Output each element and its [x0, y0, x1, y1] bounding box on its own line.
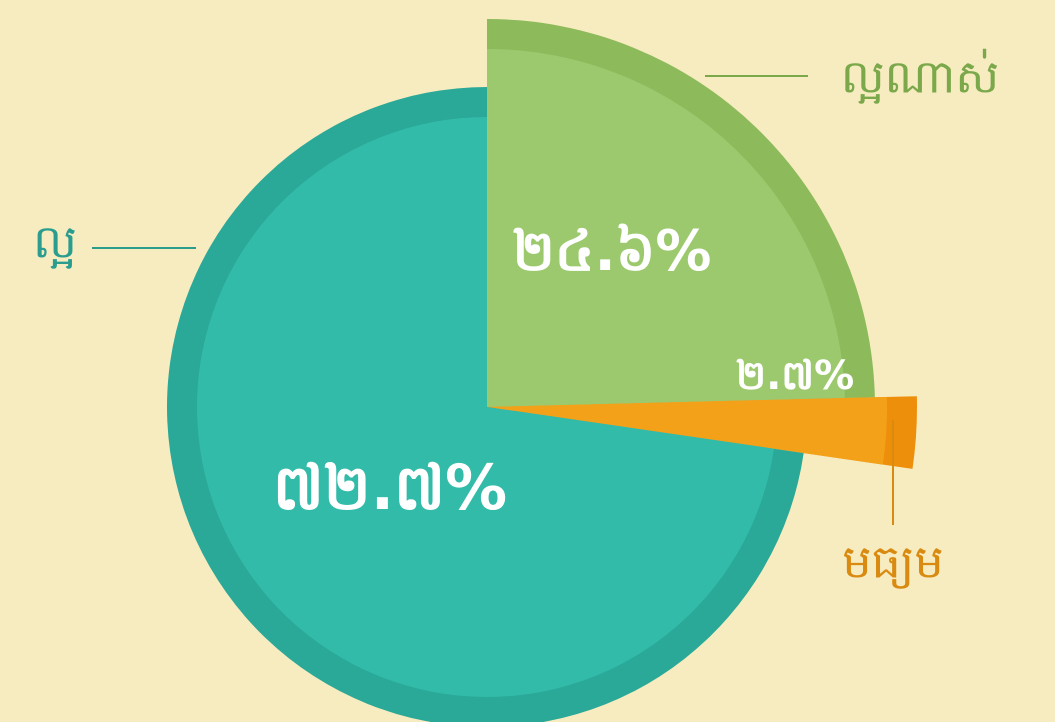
slice-label: មធ្យម	[842, 535, 943, 590]
slice-label: ល្អណាស់	[841, 49, 999, 105]
pie-slice-inner	[487, 49, 845, 407]
pie-slice-inner	[487, 396, 887, 465]
value-label: ២៤.៦%	[512, 219, 711, 284]
value-label: ២.៧%	[736, 353, 854, 399]
pie-slice-inner	[197, 117, 774, 697]
slice-label: ល្អ	[33, 215, 77, 270]
value-label: ៧២.៧%	[273, 451, 507, 524]
